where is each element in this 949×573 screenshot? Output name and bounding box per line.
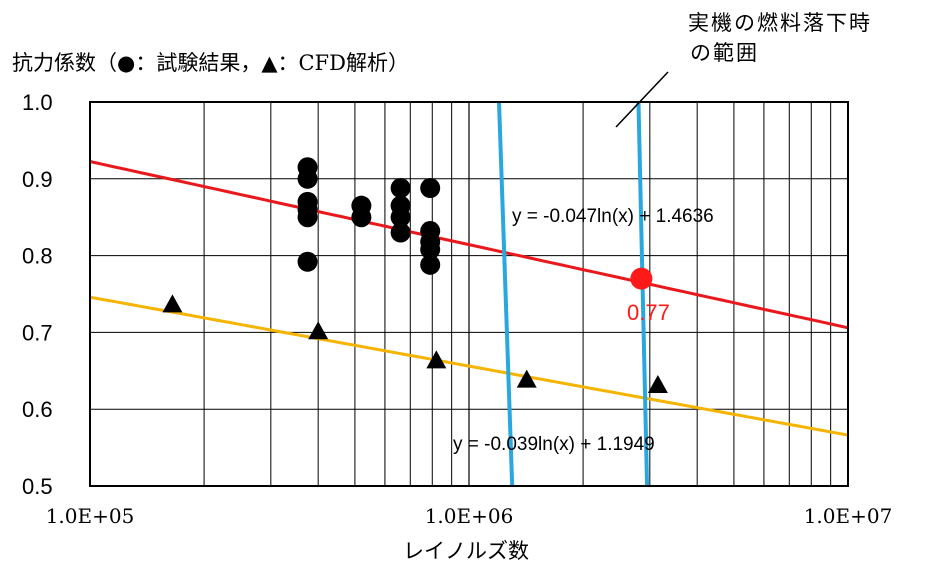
- y-axis-label: 抗力係数（●：試験結果，▲：CFD解析）: [12, 51, 409, 75]
- cfd-result-point: [308, 321, 329, 340]
- test-result-point: [420, 254, 441, 275]
- y-tick-label: 0.8: [22, 244, 53, 269]
- range-label-line-1: 実機の燃料落下時: [688, 11, 872, 35]
- test-result-point: [390, 207, 411, 228]
- x-tick-label: 1.0E+07: [804, 504, 893, 528]
- y-tick-label: 0.7: [22, 320, 53, 345]
- range-label-leader: [615, 71, 669, 128]
- y-tick-label: 0.9: [22, 167, 53, 192]
- cfd-result-point: [647, 375, 668, 393]
- range-lines: [497, 101, 650, 487]
- test-result-point: [297, 251, 318, 272]
- test-result-point: [390, 178, 411, 199]
- trendline-equation-orange: y = -0.039ln(x) + 1.1949: [453, 434, 655, 455]
- range-label-line-2: の範囲: [690, 41, 759, 65]
- y-tick-label: 0.6: [22, 397, 53, 422]
- test-result-point: [420, 178, 441, 199]
- axes-text: 0.5 0.6 0.7 0.8 0.9 1.0 1.0E+05 1.0E+06 1.0E+07: [22, 90, 892, 528]
- test-result-point: [420, 239, 441, 260]
- y-tick-label: 0.5: [22, 474, 53, 499]
- x-tick-label: 1.0E+06: [425, 504, 514, 528]
- trendlines: [89, 160, 849, 437]
- grid: [90, 102, 848, 486]
- plot-frame: [89, 101, 849, 487]
- trendline-equation-red: y = -0.047ln(x) + 1.4636: [512, 206, 714, 227]
- x-axis-label: レイノルズ数: [403, 539, 529, 563]
- trendline-red: [89, 160, 849, 330]
- range-line-1: [497, 101, 515, 487]
- test-result-point: [297, 168, 318, 189]
- test-result-point: [390, 222, 411, 243]
- test-result-point: [351, 207, 372, 228]
- cfd-result-point: [426, 350, 447, 369]
- data-markers: [162, 157, 668, 393]
- test-result-point: [297, 207, 318, 228]
- range-line-2: [636, 101, 650, 487]
- highlight-point: [630, 267, 653, 290]
- y-tick-label: 1.0: [22, 90, 53, 115]
- highlight-value-label: 0.77: [627, 300, 670, 325]
- cfd-result-point: [516, 369, 537, 388]
- x-tick-label: 1.0E+05: [46, 504, 135, 528]
- cfd-result-point: [162, 294, 183, 313]
- trendline-orange: [89, 295, 849, 437]
